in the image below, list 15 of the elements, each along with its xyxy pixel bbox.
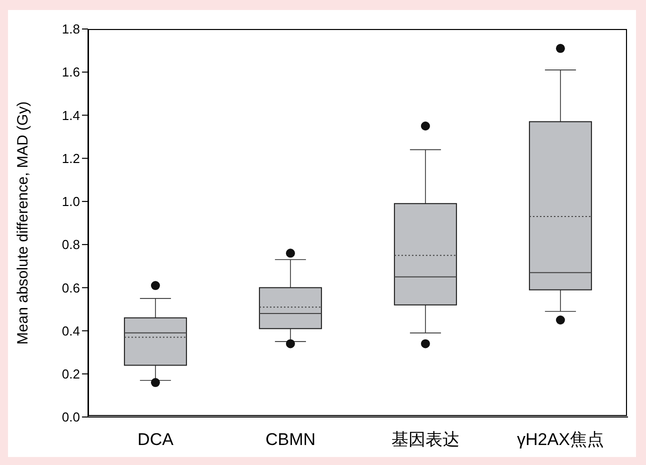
y-tick-label: 0.2 (62, 366, 80, 382)
x-tick-label: 基因表达 (392, 430, 460, 450)
y-tick-label: 1.6 (62, 64, 80, 80)
y-tick-label: 1.4 (62, 108, 80, 123)
y-tick-label: 0.6 (62, 280, 80, 296)
y-tick-label: 0.0 (62, 410, 80, 425)
y-tick-label: 1.8 (62, 22, 80, 37)
y-axis-title: Mean absolute difference, MAD (Gy) (14, 101, 32, 345)
y-tick-label: 1.2 (62, 150, 80, 166)
x-tick-label: DCA (138, 430, 174, 450)
y-tick-label: 0.4 (62, 323, 80, 338)
x-tick-label: CBMN (265, 430, 316, 450)
y-tick-label: 1.0 (62, 194, 80, 210)
x-tick-label: γH2AX焦点 (517, 430, 604, 450)
y-tick-label: 0.8 (62, 237, 80, 252)
